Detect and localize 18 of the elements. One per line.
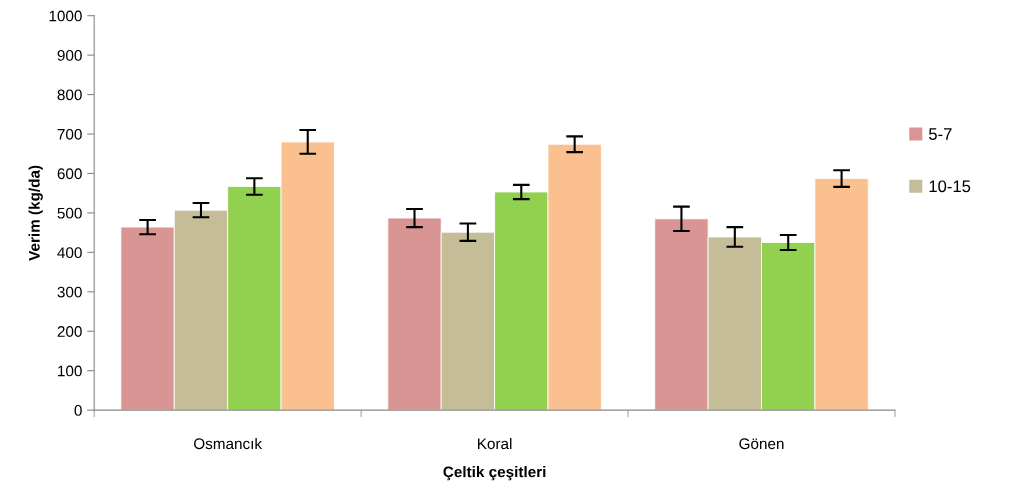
y-tick-label: 200 [57,326,82,337]
y-axis-title: Verim (kg/da) [28,165,43,261]
y-tick-label: 700 [57,128,82,140]
x-axis-title: Çeltik çeşitleri [443,466,546,481]
legend-label: 10-15 [929,180,971,193]
legend-label: 5-7 [928,128,952,140]
y-tick-label: 600 [57,168,82,180]
y-tick-label: 300 [57,286,82,298]
x-tick-label: Gönen [739,438,784,450]
x-tick-label: Osmancık [194,437,263,450]
y-tick-label: 400 [57,247,82,259]
y-tick-label: 100 [58,365,82,377]
y-tick-label: 900 [57,49,82,61]
x-tick-label: Koral [478,437,512,450]
y-tick-label: 500 [57,207,82,219]
y-tick-label: 0 [74,405,82,416]
y-tick-label: 800 [57,89,82,101]
y-tick-label: 1000 [49,10,82,22]
